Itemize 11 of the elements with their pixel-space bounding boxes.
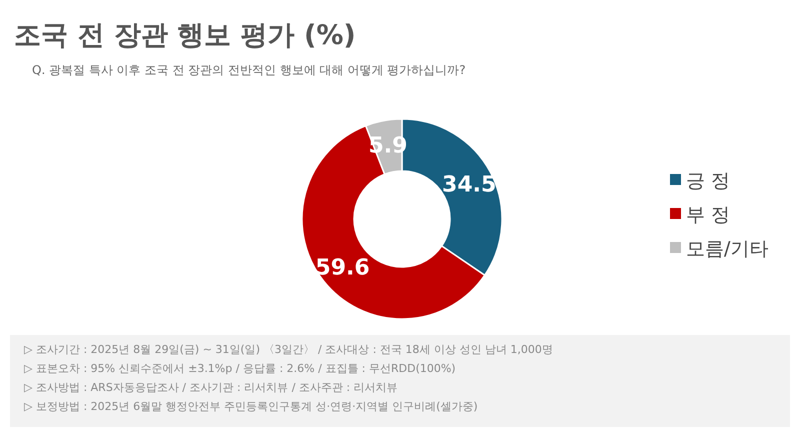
legend-label: 긍 정 — [686, 170, 730, 192]
text: ▷ 표본오차 : 95% 신뢰수준에서 ±3.1%p / 응답률 : 2.6% / 표집틀 : 무선RDD(100%) — [24, 362, 456, 375]
data-label: 34.5 — [442, 172, 496, 198]
text: ▷ 보정방법 : 2025년 6월말 행정안전부 주민등록인구통계 성·연령·지역별 인구비례(셀가중) — [24, 400, 478, 413]
text: ▷ 조사방법 : ARS자동응답조사 / 조사기관 : 리서치뷰 / 조사주관 : 리서치뷰 — [24, 381, 398, 394]
legend-label: 부 정 — [686, 204, 730, 226]
text: ▷ 조사기간 : 2025년 8월 29일(금) ~ 31일(일) 〈3일간〉 / 조사대상 : 전국 18세 이상 성인 남녀 1,000명 — [24, 343, 553, 356]
chart-title: 조국 전 장관 행보 평가 (%) — [14, 20, 356, 51]
legend-label: 모름/기타 — [686, 238, 768, 260]
data-label: 59.6 — [315, 255, 370, 280]
chart-subtitle: Q. 광복절 특사 이후 조국 전 장관의 전반적인 행보에 대해 어떻게 평가하십니까? — [32, 63, 466, 77]
